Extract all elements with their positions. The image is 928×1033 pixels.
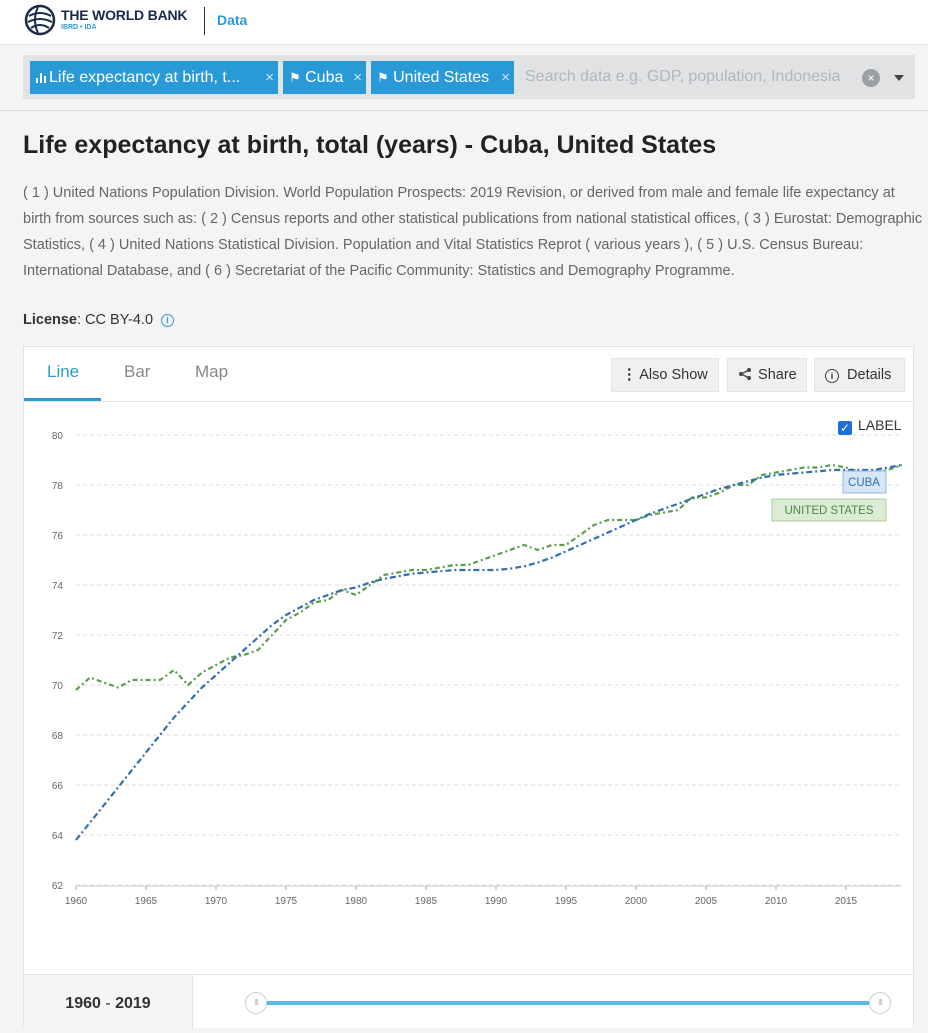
remove-chip-icon[interactable]: ×: [501, 69, 510, 86]
series-line-cuba: [75, 463, 903, 841]
y-tick-label: 62: [52, 881, 64, 892]
x-tick-label: 1970: [205, 896, 228, 907]
search-input[interactable]: Search data e.g. GDP, population, Indone…: [525, 68, 841, 85]
x-tick-label: 2005: [695, 896, 718, 907]
x-tick-label: 1995: [555, 896, 578, 907]
slider-start-handle[interactable]: III: [245, 992, 267, 1014]
chip-label: Cuba: [305, 69, 344, 86]
y-tick-label: 68: [52, 731, 64, 742]
y-tick-label: 66: [52, 781, 64, 792]
share-icon: [739, 368, 751, 380]
x-tick-label: 1980: [345, 896, 368, 907]
active-tab-indicator: [24, 398, 101, 401]
share-button[interactable]: Share: [727, 358, 807, 392]
range-start: 1960: [65, 995, 101, 1012]
tab-bar[interactable]: Bar: [124, 362, 151, 381]
globe-icon[interactable]: [24, 4, 56, 36]
details-button[interactable]: i Details: [814, 358, 905, 392]
chevron-down-icon[interactable]: [894, 75, 904, 81]
y-tick-label: 80: [52, 431, 64, 442]
line-chart: 62 64 66 68 70 72 74 76 78 80 1960 1965 1970 1975 1980…: [52, 431, 903, 907]
clear-search-icon[interactable]: ×: [862, 69, 880, 87]
country-chip-cuba[interactable]: ⚑ Cuba ×: [283, 61, 366, 94]
y-tick-label: 78: [52, 481, 64, 492]
label-checkbox[interactable]: ✓: [838, 421, 852, 435]
info-icon[interactable]: i: [161, 314, 175, 327]
x-tick-label: 2015: [835, 896, 858, 907]
series-line-united-states: [75, 463, 903, 691]
also-show-label: Also Show: [639, 367, 708, 383]
range-end: 2019: [115, 995, 151, 1012]
chip-label: United States: [393, 69, 490, 86]
brand-subtitle: IBRD • IDA: [61, 24, 97, 31]
data-nav-link[interactable]: Data: [217, 12, 248, 28]
remove-chip-icon[interactable]: ×: [353, 69, 362, 86]
page-title: Life expectancy at birth, total (years) …: [23, 131, 717, 159]
chip-label: Life expectancy at birth, t...: [49, 69, 241, 86]
series-label-box-united-states: [771, 498, 887, 522]
source-description: ( 1 ) United Nations Population Division…: [23, 185, 923, 279]
x-tick-label: 1960: [65, 896, 88, 907]
license-label: License: [23, 312, 77, 328]
share-label: Share: [758, 367, 797, 383]
header-divider: [204, 7, 205, 35]
top-header: THE WORLD BANK IBRD • IDA Data: [0, 0, 928, 45]
bar-chart-icon: [36, 72, 46, 83]
license-value: : CC BY-4.0: [77, 312, 154, 328]
series-label-box-cuba: [842, 470, 887, 494]
x-tick-label: 1975: [275, 896, 298, 907]
also-show-button[interactable]: ⋮ Also Show: [611, 358, 719, 392]
label-toggle[interactable]: ✓ LABEL: [838, 417, 902, 435]
y-tick-label: 72: [52, 631, 64, 642]
series-label-united-states: UNITED STATES: [784, 505, 873, 517]
country-chip-united-states[interactable]: ⚑ United States ×: [371, 61, 514, 94]
year-range-label: 1960 - 2019: [24, 975, 193, 1028]
y-tick-label: 74: [52, 581, 64, 592]
x-tick-label: 2000: [625, 896, 648, 907]
details-label: Details: [847, 367, 892, 383]
slider-end-handle[interactable]: III: [869, 992, 891, 1014]
tab-line[interactable]: Line: [47, 362, 80, 381]
year-range-slider[interactable]: [258, 1001, 870, 1005]
remove-chip-icon[interactable]: ×: [265, 69, 274, 86]
location-pin-icon: ⚑: [377, 70, 389, 85]
section-divider: [0, 110, 928, 111]
indicator-chip[interactable]: Life expectancy at birth, t... ×: [30, 61, 278, 94]
series-label-cuba: CUBA: [848, 477, 880, 489]
y-tick-label: 64: [52, 831, 64, 842]
range-separator: -: [100, 995, 116, 1012]
label-toggle-text: LABEL: [858, 417, 902, 433]
x-tick-label: 1985: [415, 896, 438, 907]
chart-card: Line Bar Map ⋮ Also Show Share i Details…: [23, 346, 914, 1028]
y-tick-label: 76: [52, 531, 64, 542]
tab-map[interactable]: Map: [195, 362, 229, 381]
chart-tabs: Line Bar Map ⋮ Also Show Share i Details: [24, 347, 913, 402]
search-bar[interactable]: Life expectancy at birth, t... × ⚑ Cuba …: [23, 55, 915, 99]
location-pin-icon: ⚑: [289, 70, 301, 85]
info-circle-icon: i: [825, 369, 839, 383]
year-range-bar: 1960 - 2019 III III: [24, 974, 913, 1028]
brand-name[interactable]: THE WORLD BANK: [61, 7, 188, 23]
more-vertical-icon: ⋮: [622, 367, 637, 383]
x-tick-label: 1965: [135, 896, 158, 907]
y-tick-label: 70: [52, 681, 64, 692]
x-tick-label: 1990: [485, 896, 508, 907]
license-line: License: CC BY-4.0 i: [23, 312, 175, 328]
x-tick-label: 2010: [765, 896, 788, 907]
